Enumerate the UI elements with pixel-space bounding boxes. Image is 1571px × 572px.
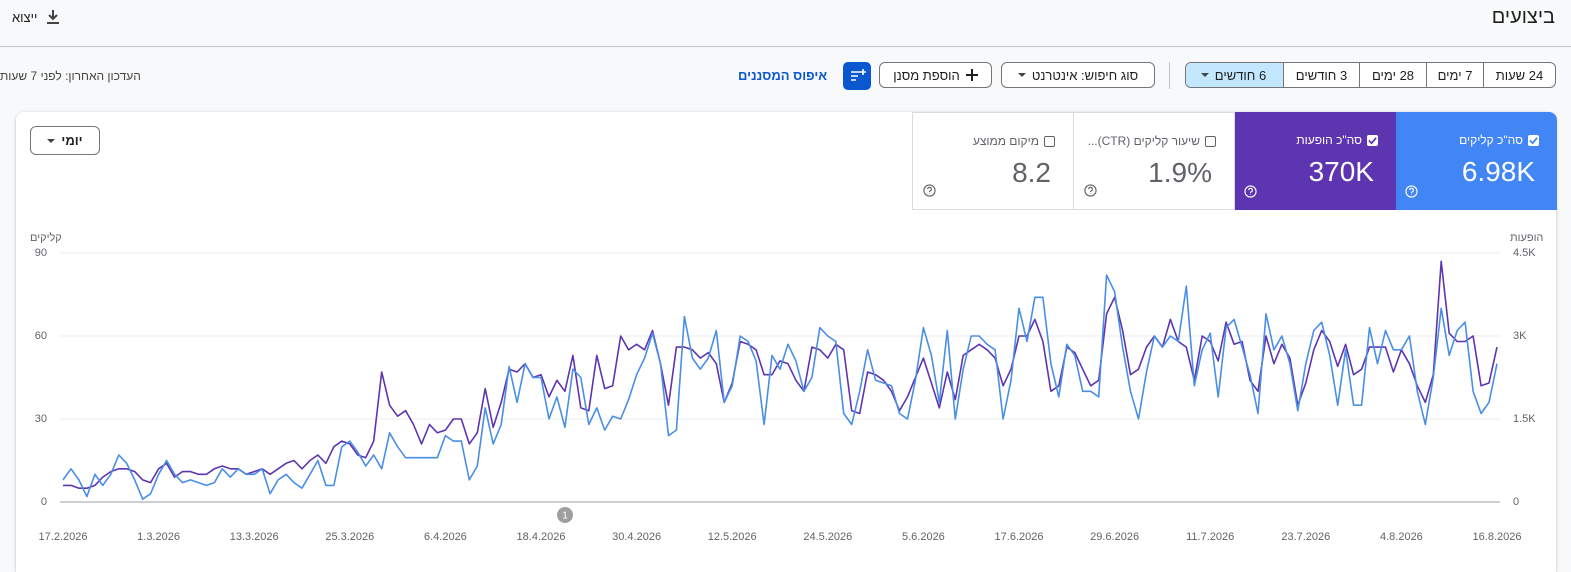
help-circle — [1084, 184, 1097, 197]
search-type-label: סוג חיפוש: אינטרנט — [1031, 67, 1139, 83]
reset-filters-link[interactable]: איפוס המסננים — [738, 68, 828, 83]
checkbox — [1044, 135, 1055, 147]
date-range-label: 3 חודשים — [1295, 67, 1348, 83]
metric-tile[interactable]: סה"כ הופעות 370K — [1234, 112, 1396, 210]
x-tick-label: 25.3.2026 — [325, 531, 374, 543]
x-tick-label: 5.6.2026 — [902, 531, 945, 543]
x-tick-label: 6.4.2026 — [424, 531, 467, 543]
y-tick-label: 90 — [35, 247, 47, 259]
date-range-label: 7 ימים — [1437, 67, 1473, 83]
help-circle — [1244, 185, 1257, 198]
metric-label: מיקום ממוצע — [972, 134, 1039, 148]
metric-tile[interactable]: מיקום ממוצע 8.2 — [912, 112, 1074, 210]
metric-value: 370K — [1308, 156, 1374, 187]
metric-label: שיעור קליקים (CTR)... — [1087, 134, 1200, 148]
y-tick-label: 60 — [35, 330, 47, 342]
annotation-marker[interactable] — [557, 507, 573, 523]
x-tick-label: 4.8.2026 — [1380, 531, 1423, 543]
series-line — [62, 274, 1498, 500]
last-update: העדכון האחרון: לפני 7 שעות — [0, 69, 141, 83]
help-circle — [923, 184, 936, 197]
y-tick-label: 3K — [1513, 330, 1527, 342]
check-icon — [1529, 136, 1538, 145]
check-icon — [1368, 136, 1377, 145]
x-tick-label: 24.5.2026 — [803, 531, 852, 543]
x-tick-label: 11.7.2026 — [1186, 531, 1234, 543]
checkbox — [1528, 134, 1539, 146]
x-tick-label: 1.3.2026 — [137, 531, 180, 543]
caret — [1017, 73, 1026, 77]
filter-icon — [851, 69, 866, 81]
export-button[interactable]: ייצוא — [12, 9, 61, 25]
y-tick-label: 0 — [41, 496, 47, 508]
date-range-label: 6 חודשים — [1214, 67, 1267, 83]
x-tick-label: 17.2.2026 — [39, 531, 88, 543]
granularity-label: יומי — [61, 133, 83, 148]
page-title: ביצועים — [1491, 6, 1555, 28]
check-mark — [1529, 136, 1538, 145]
help-glyph — [927, 186, 932, 195]
date-range-option[interactable]: 6 חודשים — [1186, 63, 1283, 87]
x-tick-label: 12.5.2026 — [708, 531, 757, 543]
date-range-option[interactable]: 24 שעות — [1483, 63, 1555, 87]
help-glyph — [1088, 186, 1093, 195]
checkbox — [1205, 135, 1216, 147]
date-range-option[interactable]: 28 ימים — [1359, 63, 1426, 87]
checkbox — [1367, 134, 1378, 146]
y-tick-label: 30 — [35, 413, 47, 425]
x-tick-label: 13.3.2026 — [230, 531, 279, 543]
help-icon — [1084, 184, 1097, 197]
x-tick-label: 30.4.2026 — [612, 531, 661, 543]
metric-label: סה"כ קליקים — [1459, 133, 1523, 147]
y-axis-title: קליקים — [30, 231, 62, 244]
metric-label-row: שיעור קליקים (CTR)... — [1088, 134, 1216, 148]
granularity-dropdown[interactable]: יומי — [30, 126, 100, 155]
y-tick-label: 1.5K — [1513, 413, 1536, 425]
plus-icon — [965, 69, 978, 81]
help-icon — [1405, 185, 1418, 198]
metric-tile[interactable]: סה"כ קליקים 6.98K — [1395, 112, 1557, 210]
filter-icon-button[interactable] — [843, 62, 871, 90]
page: ביצועים ייצוא 24 שעות 7 ימים 28 ימים 3 חודש… — [0, 6, 1571, 543]
caret — [47, 138, 56, 143]
y-tick-label: 4.5K — [1513, 247, 1536, 259]
help-glyph — [1409, 187, 1414, 196]
metric-value: 1.9% — [1148, 157, 1212, 188]
date-range-group: 24 שעות 7 ימים 28 ימים 3 חודשים 6 חודשים — [1185, 62, 1556, 88]
metric-label-row: מיקום ממוצע — [973, 134, 1055, 148]
add-filter-label: הוספת מסנן — [893, 67, 960, 83]
x-tick-label: 29.6.2026 — [1090, 531, 1139, 543]
x-tick-label: 16.8.2026 — [1473, 531, 1522, 543]
search-type-filter[interactable]: סוג חיפוש: אינטרנט — [1001, 62, 1155, 88]
export-label: ייצוא — [12, 9, 38, 25]
metric-label: סה"כ הופעות — [1296, 133, 1362, 147]
date-range-option[interactable]: 7 ימים — [1426, 63, 1483, 87]
metric-label-row: סה"כ קליקים — [1459, 133, 1539, 147]
date-range-option[interactable]: 3 חודשים — [1283, 63, 1359, 87]
metric-value: 8.2 — [1012, 157, 1051, 188]
y-tick-label: 0 — [1513, 496, 1519, 508]
metric-label-row: סה"כ הופעות — [1296, 133, 1378, 147]
date-range-label: 24 שעות — [1495, 67, 1544, 83]
y2-axis-title: הופעות — [1510, 232, 1543, 244]
divider — [0, 46, 1571, 47]
series-line — [63, 260, 1498, 489]
chart: קליקים הופעות 1 0 30 60 90 0 1.5K 3K 4.5K 17.2.2… — [30, 231, 1543, 543]
x-tick-label: 23.7.2026 — [1281, 531, 1330, 543]
x-tick-label: 17.6.2026 — [995, 531, 1044, 543]
help-circle — [1405, 185, 1418, 198]
date-range-label: 28 ימים — [1371, 67, 1415, 83]
annotation-label: 1 — [562, 511, 568, 522]
help-icon — [923, 184, 936, 197]
help-glyph — [1248, 187, 1253, 196]
caret — [1200, 73, 1209, 77]
help-icon — [1244, 185, 1257, 198]
download-icon — [47, 10, 60, 24]
add-filter-button[interactable]: הוספת מסנן — [879, 62, 992, 88]
check-mark — [1368, 136, 1377, 145]
separator — [1169, 62, 1170, 89]
x-tick-label: 18.4.2026 — [517, 531, 566, 543]
metric-value: 6.98K — [1461, 156, 1535, 187]
